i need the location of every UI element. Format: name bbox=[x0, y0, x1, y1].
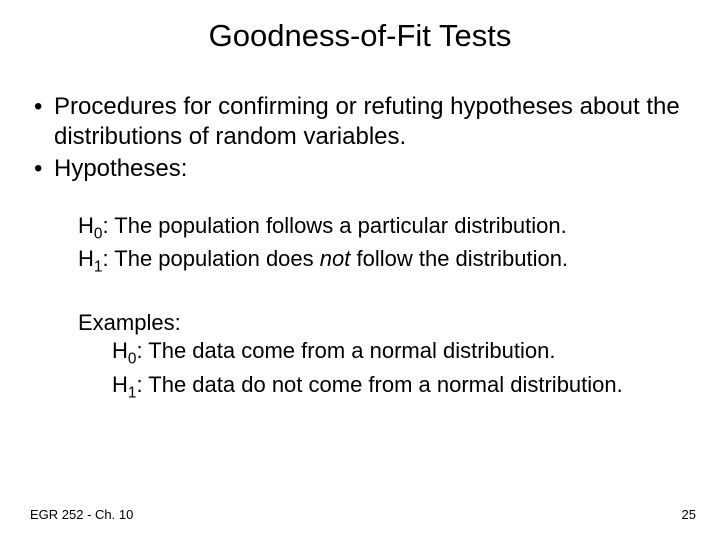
h1-pre: : The population does bbox=[102, 246, 319, 271]
hypothesis-h0: H0: The population follows a particular … bbox=[78, 212, 690, 244]
e1-text: : The data do not come from a normal dis… bbox=[136, 372, 622, 397]
e1-prefix: H bbox=[112, 372, 128, 397]
h1-prefix: H bbox=[78, 246, 94, 271]
e0-text: : The data come from a normal distributi… bbox=[136, 338, 555, 363]
examples-block: H0: The data come from a normal distribu… bbox=[78, 337, 690, 403]
hypotheses-block: H0: The population follows a particular … bbox=[30, 212, 690, 403]
slide-number: 25 bbox=[682, 507, 696, 522]
e0-prefix: H bbox=[112, 338, 128, 363]
bullet-item: Hypotheses: bbox=[30, 154, 690, 184]
examples-label: Examples: bbox=[78, 309, 690, 338]
hypothesis-h1: H1: The population does not follow the d… bbox=[78, 245, 690, 277]
example-h0: H0: The data come from a normal distribu… bbox=[112, 337, 690, 369]
bullet-item: Procedures for confirming or refuting hy… bbox=[30, 92, 690, 152]
footer-left: EGR 252 - Ch. 10 bbox=[30, 507, 133, 522]
h0-prefix: H bbox=[78, 213, 94, 238]
h1-emphasis: not bbox=[320, 246, 351, 271]
h1-post: follow the distribution. bbox=[350, 246, 568, 271]
slide: Goodness-of-Fit Tests Procedures for con… bbox=[0, 0, 720, 540]
bullet-list: Procedures for confirming or refuting hy… bbox=[30, 92, 690, 184]
slide-title: Goodness-of-Fit Tests bbox=[30, 18, 690, 54]
example-h1: H1: The data do not come from a normal d… bbox=[112, 371, 690, 403]
h0-text: : The population follows a particular di… bbox=[102, 213, 566, 238]
